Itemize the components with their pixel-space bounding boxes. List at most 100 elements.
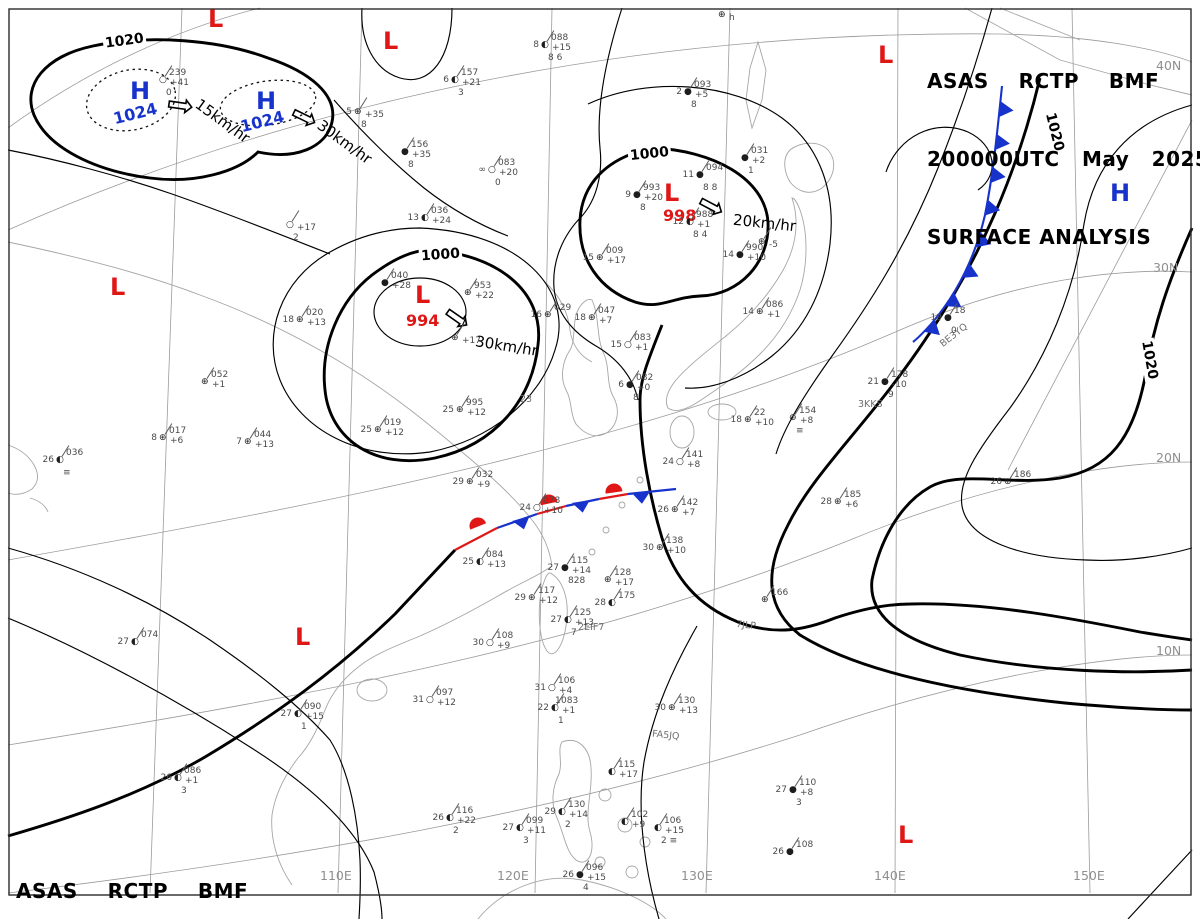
station-pressure: 031 [751,146,769,156]
station-temp: 27 [280,709,292,719]
station-symbol-icon: ● [789,785,797,795]
station-pressure: 995 [466,398,484,408]
station-symbol-icon: ⊕ [834,497,842,507]
title-line-product: ASAS RCTP BMF [927,69,1160,93]
station-change: +41 [170,78,189,88]
station-symbol-icon: ⊕ [466,477,474,487]
station-change: +13 [307,318,326,328]
station-symbol-icon: ○ [426,695,434,705]
latitude-label: 20N [1156,450,1182,465]
station-pressure: 117 [538,586,556,596]
station-symbol-icon: ◐ [476,557,484,567]
station-pressure: 102 [631,810,649,820]
low-pressure-center: L [295,623,311,651]
station-temp: 25 [360,425,372,435]
low-pressure-center: L [415,281,431,309]
station-temp: 24 [519,503,531,513]
high-pressure-center: H [256,87,277,115]
low-pressure-center: L [898,821,914,849]
station-pressure: 993 [643,183,661,193]
station-weather: 9 [888,390,894,400]
station-pressure: 116 [456,806,474,816]
station-symbol-icon: ◐ [558,807,566,817]
station-temp: ∞ [478,165,487,175]
station-temp: 13 [407,213,419,223]
station-pressure: 078 [543,496,561,506]
warm-front-semicircle-icon [469,517,487,530]
station-pressure: 047 [598,306,616,316]
title-line-type: SURFACE ANALYSIS [927,225,1152,249]
station-symbol-icon: ○ [533,503,541,513]
station-temp: 26 [42,455,54,465]
station-temp: 14 [742,307,754,317]
station-temp: 27 [550,615,562,625]
station-change: +28 [392,281,411,291]
station-symbol-icon: ⊕ [354,107,362,117]
station-symbol-icon: ○ [486,638,494,648]
high-pressure-center: H [130,77,151,105]
station-change: +7 [599,316,613,326]
station-temp: 27 [775,785,787,795]
station-temp: 12 [672,217,684,227]
station-temp: 24 [662,457,674,467]
station-pressure: 106 [558,676,576,686]
low-pressure-center: L [383,27,399,55]
station-weather: 2 [565,820,571,830]
station-pressure: 988 [696,210,714,220]
station-temp: 9 [625,190,631,200]
station-symbol-icon: ◐ [131,637,139,647]
cold-front-triangle-icon [961,262,979,278]
station-change: +1 [212,380,226,390]
station-change: +1 [697,220,711,230]
station-pressure: 084 [486,550,504,560]
station-temp: 30 [642,543,654,553]
station-pressure: 036 [66,448,84,458]
station-change: +1 [635,343,649,353]
station-temp: 18 [282,315,294,325]
station-weather: 8 4 [693,230,708,240]
station-change: +12 [467,408,486,418]
station-change: +17 [619,770,638,780]
station-pressure: 115 [618,760,636,770]
station-pressure: 088 [551,33,569,43]
station-symbol-icon: ⊕ [789,413,797,423]
station-change: +15 [665,826,684,836]
longitude-label: 150E [1073,868,1105,883]
station-symbol-icon: ● [626,380,634,390]
station-temp: 26 [432,813,444,823]
station-change: +17 [297,223,316,233]
station-symbol-icon: ○ [159,75,167,85]
cold-front-triangle-icon [923,319,940,336]
cold-front-triangle-icon [571,500,590,513]
station-change: +15 [305,712,324,722]
station-pressure: 086 [184,766,202,776]
station-symbol-icon: ◐ [608,767,616,777]
station-symbol-icon: ● [576,870,584,880]
latitude-label: 10N [1156,643,1182,658]
station-change: +15 [552,43,571,53]
station-pressure: 093 [694,80,712,90]
low-pressure-center: L [878,41,894,69]
station-temp: 14 [722,250,734,260]
station-temp: 26 [990,477,1002,487]
station-temp: 6 [443,75,449,85]
station-symbol-icon: ● [786,847,794,857]
station-temp: 15 [582,253,594,263]
graticule [7,7,1193,894]
coastlines [7,7,1193,919]
station-pressure: 185 [844,490,862,500]
station-pressure: 141 [686,450,704,460]
station-pressure: 036 [431,206,449,216]
station-pressure: 18 [954,306,966,316]
station-change: +21 [462,78,481,88]
station-change: +35 [412,150,431,160]
station-pressure: 083 [634,333,652,343]
station-temp: 8 [151,433,157,443]
station-symbol-icon: ● [381,278,389,288]
station-symbol-icon: ◐ [608,598,616,608]
station-symbol-icon: ◐ [564,615,572,625]
cold-front-triangle-icon [998,100,1014,118]
station-weather: 8 8 [703,183,718,193]
station-change: -10 [892,380,907,390]
station-temp: 27 [547,563,559,573]
